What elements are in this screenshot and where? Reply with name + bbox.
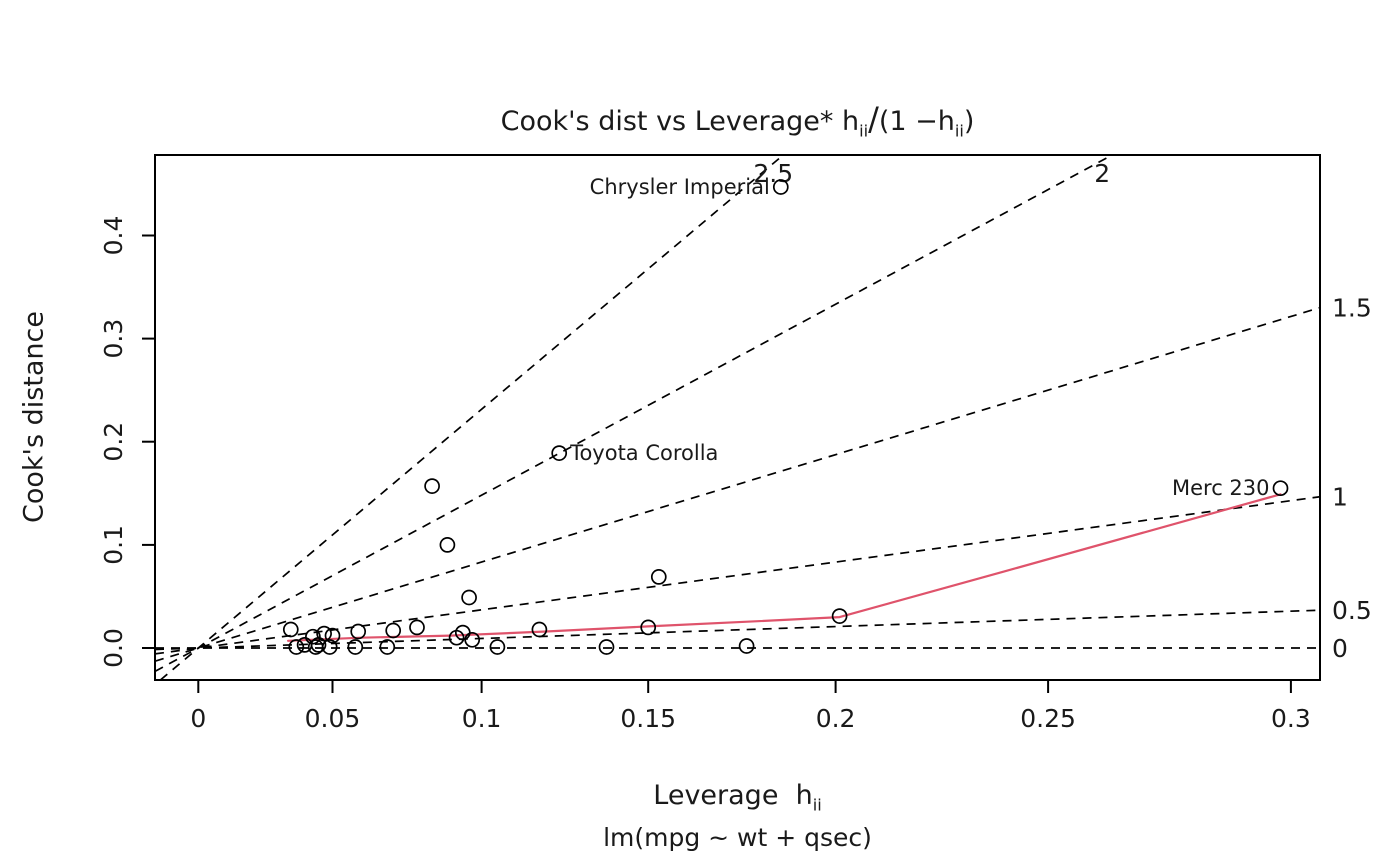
y-tick-label-0.4: 0.4 bbox=[99, 216, 128, 256]
chart-title: Cook's dist vs Leverage* hii/(1 −hii) bbox=[155, 100, 1320, 140]
x-axis-title-text: Leverage h bbox=[653, 780, 813, 811]
contour-label-0: 0 bbox=[1332, 634, 1348, 663]
model-caption: lm(mpg ~ wt + qsec) bbox=[155, 823, 1320, 852]
contour-label-1.5: 1.5 bbox=[1332, 294, 1372, 323]
x-axis-title: Leverage hii bbox=[155, 780, 1320, 814]
data-point bbox=[316, 625, 332, 642]
data-point bbox=[379, 639, 396, 655]
y-tick-label-0.0: 0.0 bbox=[99, 628, 128, 668]
data-point bbox=[385, 622, 402, 639]
x-tick-label-0.05: 0.05 bbox=[305, 704, 361, 733]
data-point bbox=[640, 619, 657, 636]
data-point bbox=[424, 478, 440, 494]
x-tick-label-0.3: 0.3 bbox=[1271, 704, 1311, 733]
data-point bbox=[461, 589, 477, 606]
data-point-chrysler-imperial bbox=[772, 179, 789, 195]
data-point bbox=[531, 621, 548, 638]
y-axis-title-text: Cook's distance bbox=[18, 310, 50, 524]
title-slash: / bbox=[868, 100, 879, 138]
contour-line-1 bbox=[154, 495, 1321, 655]
contour-label-0.5: 0.5 bbox=[1332, 596, 1372, 625]
data-point bbox=[288, 639, 305, 655]
data-point-merc-230 bbox=[1272, 480, 1289, 497]
x-tick-label-0.15: 0.15 bbox=[620, 704, 676, 733]
contour-line-2.5 bbox=[159, 154, 784, 681]
point-label-merc-230: Merc 230 bbox=[1172, 476, 1270, 500]
contour-label-2: 2 bbox=[1094, 159, 1110, 188]
contour-line-1.5 bbox=[154, 306, 1321, 662]
y-axis-title: Cook's distance bbox=[19, 311, 50, 523]
data-point bbox=[321, 639, 338, 655]
plot-box bbox=[154, 154, 1321, 681]
title-text-3: ) bbox=[963, 106, 975, 137]
x-axis-subscript-ii: ii bbox=[812, 795, 822, 815]
smooth-line bbox=[287, 493, 1282, 642]
data-point bbox=[464, 631, 481, 648]
point-label-chrysler-imperial: Chrysler Imperial bbox=[590, 175, 770, 199]
title-subscript-ii-2: ii bbox=[954, 121, 964, 141]
data-point bbox=[347, 639, 364, 655]
x-tick-label-0: 0 bbox=[190, 704, 206, 733]
x-tick-label-0.1: 0.1 bbox=[462, 704, 502, 733]
y-tick-label-0.3: 0.3 bbox=[99, 319, 128, 359]
data-point bbox=[598, 639, 615, 655]
model-caption-text: lm(mpg ~ wt + qsec) bbox=[603, 823, 872, 852]
data-point bbox=[409, 619, 425, 636]
data-point bbox=[489, 639, 506, 655]
data-point bbox=[324, 627, 341, 644]
data-point bbox=[650, 569, 667, 585]
data-point bbox=[439, 537, 456, 553]
data-point bbox=[282, 621, 299, 638]
title-text-2: (1 −h bbox=[878, 106, 955, 137]
y-tick-label-0.1: 0.1 bbox=[99, 525, 128, 565]
title-subscript-ii: ii bbox=[859, 121, 869, 141]
contour-label-1: 1 bbox=[1332, 483, 1348, 512]
data-point bbox=[350, 623, 367, 640]
point-label-toyota-corolla: Toyota Corolla bbox=[569, 441, 718, 465]
title-text: Cook's dist vs Leverage* h bbox=[500, 106, 860, 137]
x-tick-label-0.25: 0.25 bbox=[1020, 704, 1076, 733]
x-tick-label-0.2: 0.2 bbox=[816, 704, 856, 733]
data-point bbox=[831, 608, 848, 624]
data-point bbox=[305, 628, 321, 645]
data-point-toyota-corolla bbox=[551, 445, 568, 461]
y-tick-label-0.2: 0.2 bbox=[99, 422, 128, 462]
data-point bbox=[738, 638, 755, 654]
contour-line-2 bbox=[154, 154, 1113, 673]
